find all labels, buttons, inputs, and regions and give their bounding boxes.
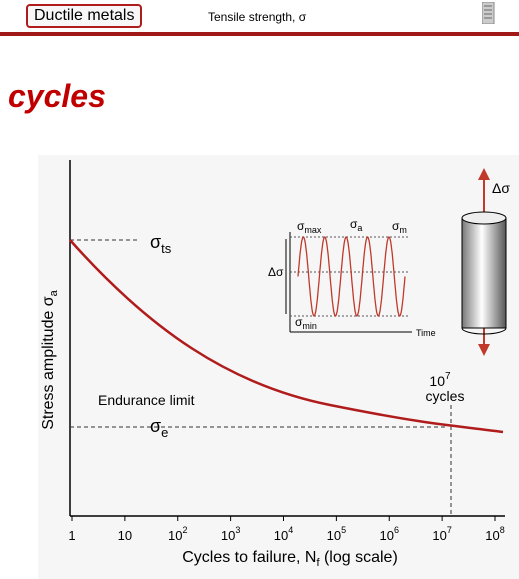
inset-delta: Δσ <box>268 265 284 279</box>
inset-time: Time <box>416 328 436 338</box>
base: 1 <box>68 528 75 543</box>
cycles-text: cycles <box>426 388 465 404</box>
tab-button[interactable]: Ductile metals <box>26 4 142 28</box>
heading: cycles <box>8 78 106 115</box>
base: 10 <box>118 528 132 543</box>
endurance-label: Endurance limit <box>98 392 195 408</box>
base: 10 <box>221 528 235 543</box>
base: 10 <box>380 528 394 543</box>
toolbar-text: Tensile strength, σ <box>208 10 306 24</box>
exp: 5 <box>341 525 346 535</box>
suffix: (log scale) <box>320 549 398 566</box>
exp: 4 <box>288 525 293 535</box>
page: Ductile metals Tensile strength, σ cycle… <box>0 0 519 579</box>
specimen-top <box>462 212 506 224</box>
load-label: Δσ <box>492 180 510 196</box>
base: 10 <box>432 528 446 543</box>
base: 10 <box>429 373 445 389</box>
sub: a <box>357 223 362 233</box>
sub: e <box>161 425 168 440</box>
base: 10 <box>485 528 499 543</box>
base: 10 <box>274 528 288 543</box>
exp: 2 <box>182 525 187 535</box>
x-tick-label: 1 <box>68 528 75 543</box>
divider <box>0 32 519 36</box>
symbol: σ <box>150 232 161 252</box>
exp: 6 <box>394 525 399 535</box>
base: 10 <box>327 528 341 543</box>
sub: m <box>399 225 407 235</box>
x-tick-label: 10 <box>118 528 132 543</box>
scroll-icon <box>482 2 496 24</box>
symbol: σ <box>150 416 161 436</box>
specimen <box>462 218 506 328</box>
text: Stress amplitude σ <box>40 296 57 430</box>
sub: ts <box>161 241 172 256</box>
exp: 7 <box>445 371 451 382</box>
text: Cycles to failure, N <box>182 549 316 566</box>
exp: 8 <box>500 525 505 535</box>
sub: a <box>48 289 60 296</box>
exp: 3 <box>235 525 240 535</box>
exp: 7 <box>447 525 452 535</box>
sub: min <box>302 321 317 331</box>
base: 10 <box>168 528 182 543</box>
sub: max <box>304 225 322 235</box>
